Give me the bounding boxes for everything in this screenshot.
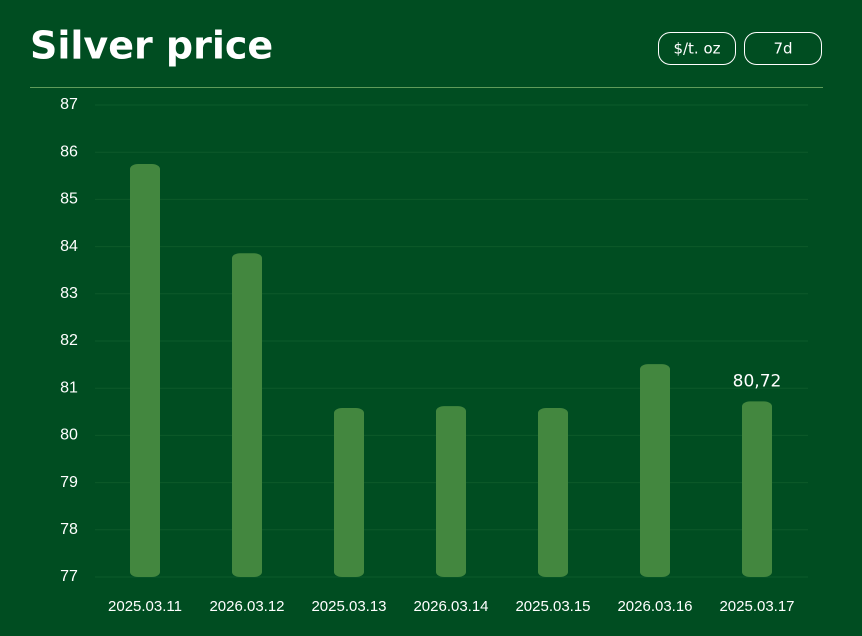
- y-tick-label: 87: [60, 96, 78, 113]
- x-tick-label: 2026.03.12: [209, 598, 284, 615]
- y-tick-label: 81: [60, 379, 78, 396]
- chart-title: Silver price: [30, 24, 273, 68]
- unit-button-frame[interactable]: [658, 32, 736, 65]
- x-tick-label: 2026.03.14: [413, 598, 488, 615]
- range-button-label[interactable]: 7d: [773, 40, 792, 58]
- unit-button[interactable]: $/t. oz: [658, 32, 736, 65]
- bar: [232, 253, 262, 577]
- y-tick-label: 82: [60, 332, 78, 349]
- unit-button-label[interactable]: $/t. oz: [673, 40, 720, 58]
- x-tick-label: 2025.03.13: [311, 598, 386, 615]
- x-tick-label: 2026.03.16: [617, 598, 692, 615]
- range-button-frame[interactable]: [744, 32, 822, 65]
- x-tick-label: 2025.03.17: [719, 598, 794, 615]
- bar: [742, 401, 772, 577]
- y-tick-label: 86: [60, 143, 78, 160]
- y-tick-label: 78: [60, 521, 78, 538]
- y-tick-label: 83: [60, 285, 78, 302]
- bar: [436, 406, 466, 577]
- x-tick-label: 2025.03.15: [515, 598, 590, 615]
- y-tick-label: 84: [60, 238, 78, 255]
- bar: [334, 408, 364, 577]
- y-tick-label: 85: [60, 191, 78, 208]
- y-tick-label: 80: [60, 427, 78, 444]
- bar: [640, 364, 670, 577]
- y-tick-label: 77: [60, 568, 78, 585]
- bar: [538, 408, 568, 577]
- x-tick-label: 2025.03.11: [108, 598, 182, 615]
- range-button[interactable]: 7d: [744, 32, 822, 65]
- bar: [130, 164, 160, 577]
- y-tick-label: 79: [60, 474, 78, 491]
- value-label: 80,72: [733, 371, 782, 391]
